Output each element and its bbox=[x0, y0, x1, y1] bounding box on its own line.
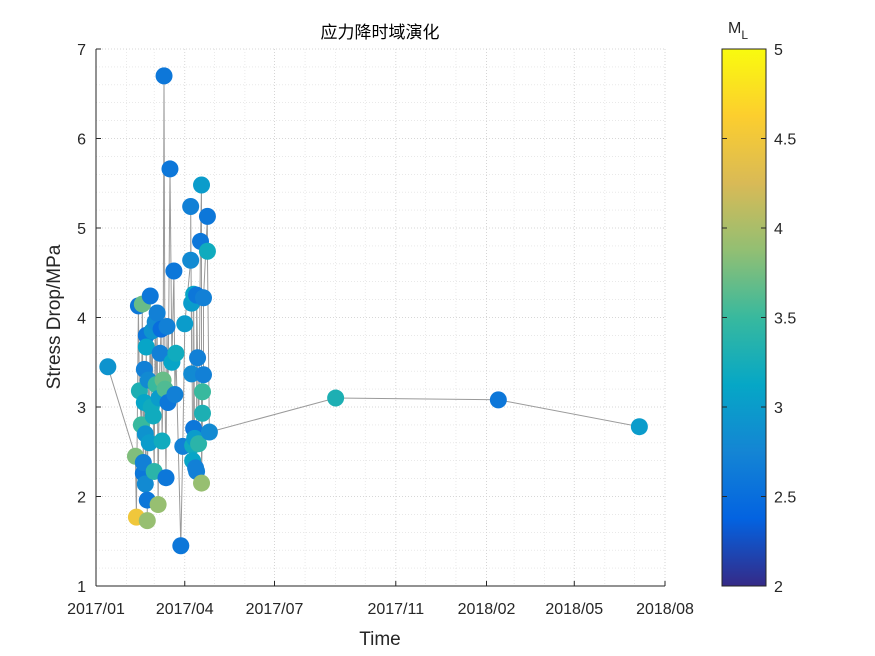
data-point bbox=[155, 67, 173, 85]
data-point bbox=[144, 407, 162, 425]
x-tick-label: 2017/07 bbox=[246, 601, 304, 618]
colorbar-label: ML bbox=[728, 20, 748, 42]
y-tick-label: 3 bbox=[77, 400, 86, 417]
data-point bbox=[158, 317, 176, 335]
data-point bbox=[193, 176, 211, 194]
y-tick-label: 6 bbox=[77, 132, 86, 149]
data-point bbox=[140, 434, 158, 452]
data-point bbox=[176, 315, 194, 333]
data-point bbox=[198, 207, 216, 225]
colorbar-tick-label: 4.5 bbox=[774, 132, 796, 149]
data-point bbox=[99, 358, 117, 376]
x-tick-label: 2017/01 bbox=[67, 601, 125, 618]
y-tick-label: 7 bbox=[77, 42, 86, 59]
colorbar-label-main: M bbox=[728, 20, 741, 37]
y-tick-label: 4 bbox=[77, 311, 86, 328]
x-tick-label: 2017/04 bbox=[156, 601, 214, 618]
y-axis-title: Stress Drop/MPa bbox=[44, 244, 65, 389]
data-point bbox=[172, 537, 190, 555]
data-point bbox=[189, 349, 207, 367]
data-point bbox=[148, 304, 166, 322]
colorbar-ticks: 2 2.5 3 3.5 4 4.5 5 bbox=[722, 42, 796, 596]
data-point bbox=[182, 251, 200, 269]
data-point bbox=[193, 474, 211, 492]
data-point bbox=[157, 469, 175, 487]
data-point bbox=[327, 389, 345, 407]
x-tick-label: 2018/08 bbox=[636, 601, 694, 618]
y-tick-label: 5 bbox=[77, 221, 86, 238]
colorbar-label-sub: L bbox=[741, 28, 748, 42]
data-point bbox=[194, 289, 212, 307]
colorbar-tick-label: 3.5 bbox=[774, 311, 796, 328]
data-point bbox=[138, 512, 156, 530]
data-point bbox=[153, 432, 171, 450]
data-point bbox=[190, 435, 208, 453]
x-tick-label: 2018/02 bbox=[458, 601, 516, 618]
data-point bbox=[141, 287, 159, 305]
data-point bbox=[167, 344, 185, 362]
chart-title: 应力降时域演化 bbox=[321, 23, 440, 43]
data-point bbox=[166, 385, 184, 403]
data-point bbox=[194, 404, 212, 422]
data-point bbox=[198, 242, 216, 260]
colorbar-tick-label: 4 bbox=[774, 221, 783, 238]
data-point bbox=[161, 160, 179, 178]
plot-area bbox=[99, 67, 648, 555]
data-point bbox=[194, 383, 212, 401]
y-ticks: 1 2 3 4 5 6 7 bbox=[77, 42, 101, 596]
data-point bbox=[165, 262, 183, 280]
colorbar-tick-label: 3 bbox=[774, 400, 783, 417]
data-point bbox=[200, 423, 218, 441]
x-tick-label: 2018/05 bbox=[545, 601, 603, 618]
data-point bbox=[194, 366, 212, 384]
data-point bbox=[630, 418, 648, 436]
y-tick-label: 1 bbox=[77, 579, 86, 596]
data-point bbox=[182, 198, 200, 216]
data-point bbox=[489, 391, 507, 409]
data-point bbox=[149, 496, 167, 514]
colorbar-tick-label: 2.5 bbox=[774, 490, 796, 507]
data-point bbox=[137, 338, 155, 356]
x-ticks: 2017/01 2017/04 2017/07 2017/11 2018/02 2018/… bbox=[67, 581, 694, 618]
colorbar: 2 2.5 3 3.5 4 4.5 5 ML bbox=[721, 20, 796, 596]
data-point bbox=[151, 344, 169, 362]
colorbar-tick-label: 2 bbox=[774, 579, 783, 596]
colorbar-gradient bbox=[721, 48, 767, 587]
x-axis-title: Time bbox=[359, 629, 401, 650]
y-tick-label: 2 bbox=[77, 490, 86, 507]
colorbar-tick-label: 5 bbox=[774, 42, 783, 59]
x-tick-label: 2017/11 bbox=[367, 601, 424, 618]
data-point bbox=[136, 475, 154, 493]
